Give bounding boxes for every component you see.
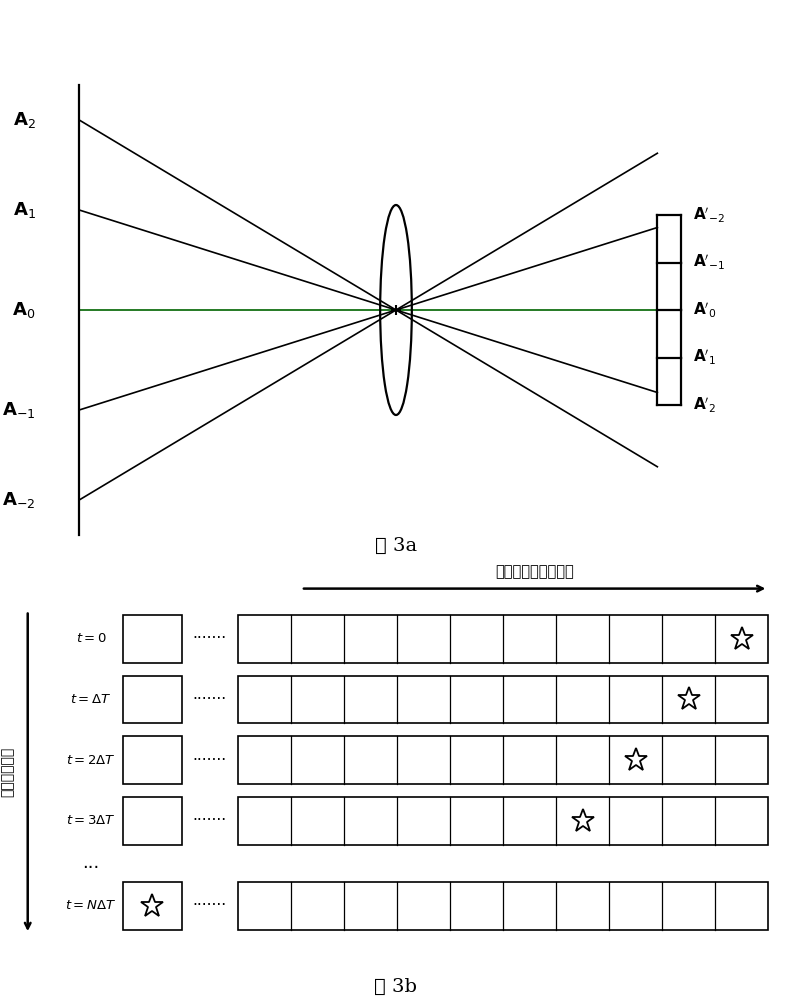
Text: $t=\Delta T$: $t=\Delta T$ [70,693,112,706]
Bar [238,736,768,784]
Text: $t=N\Delta T$: $t=N\Delta T$ [66,899,116,912]
Bar [123,797,182,845]
Text: ·······: ······· [192,753,227,768]
Text: $\mathbf{A'}_{-1}$: $\mathbf{A'}_{-1}$ [693,253,725,272]
Text: $\mathbf{A}_{0}$: $\mathbf{A}_{0}$ [13,300,36,320]
Bar [123,615,182,663]
Text: $\mathbf{A'}_{0}$: $\mathbf{A'}_{0}$ [693,300,717,320]
Text: $\mathbf{A}_{1}$: $\mathbf{A}_{1}$ [13,200,36,220]
Text: $\mathbf{A}_{-2}$: $\mathbf{A}_{-2}$ [2,490,36,510]
Text: $t=0$: $t=0$ [75,632,107,645]
Text: ·······: ······· [192,631,227,646]
Text: ·······: ······· [192,813,227,828]
Bar [238,882,768,930]
Text: $\mathbf{A'}_{1}$: $\mathbf{A'}_{1}$ [693,348,716,367]
Text: 成像光谱仪运动方向: 成像光谱仪运动方向 [495,564,574,579]
Text: $\mathbf{A}_{2}$: $\mathbf{A}_{2}$ [13,110,36,130]
Text: $\mathbf{A'}_{2}$: $\mathbf{A'}_{2}$ [693,395,716,415]
Text: ...: ... [82,854,100,872]
Text: ·······: ······· [192,692,227,707]
Text: $\mathbf{A}_{-1}$: $\mathbf{A}_{-1}$ [2,400,36,420]
Text: $t=3\Delta T$: $t=3\Delta T$ [66,814,116,827]
Text: ·······: ······· [192,898,227,913]
Bar [238,797,768,845]
Bar [238,615,768,663]
Bar [123,882,182,930]
Text: $t=2\Delta T$: $t=2\Delta T$ [66,754,116,767]
Text: 图 3b: 图 3b [375,978,417,996]
Bar [123,676,182,723]
Bar [123,736,182,784]
Bar [238,676,768,723]
Text: 成像时间方向: 成像时间方向 [1,747,15,797]
Text: 图 3a: 图 3a [375,537,417,555]
Text: $\mathbf{A'}_{-2}$: $\mathbf{A'}_{-2}$ [693,205,725,225]
